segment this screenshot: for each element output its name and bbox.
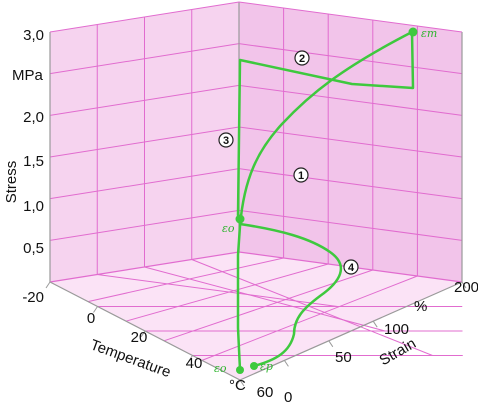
strain-tick: [328, 340, 334, 348]
grid-line: [87, 257, 284, 303]
temperature-tick: [140, 330, 146, 338]
stress-tick-label: 1,0: [23, 198, 44, 215]
label-epsilon-m: εm: [421, 27, 437, 40]
point-epsilon-p: [250, 362, 258, 370]
strain-axis-title: Strain: [377, 335, 419, 369]
strain-tick: [283, 360, 289, 367]
svg-text:1: 1: [298, 170, 304, 182]
strain-unit-label: %: [414, 298, 427, 315]
svg-text:3: 3: [223, 135, 229, 147]
stress-strain-temperature-curve: [236, 30, 415, 371]
grid-line: [238, 168, 463, 200]
temperature-tick: [235, 379, 241, 387]
box-edge: [239, 281, 463, 381]
stress-axis-title: Stress: [3, 161, 20, 204]
stress-tick-label: 1,5: [23, 153, 44, 170]
stress-ticks: 3,0 2,0 1,5 1,0 0,5: [23, 27, 44, 257]
temperature-tick: [93, 306, 98, 313]
strain-tick-label: 200: [454, 279, 478, 296]
stage-marker-3: 3: [218, 132, 234, 148]
label-epsilon-origin: εo: [214, 362, 227, 375]
svg-text:4: 4: [348, 262, 355, 274]
box-edge: [238, 1, 463, 33]
point-origin: [236, 366, 244, 374]
label-epsilon-o: εo: [222, 222, 235, 235]
grid-line: [238, 84, 463, 116]
box-edge: [49, 251, 240, 283]
temperature-tick: [45, 281, 51, 289]
temperature-tick-label: 60: [257, 384, 274, 401]
temperature-tick-label: 40: [186, 355, 203, 372]
temperature-tick-label: 0: [87, 310, 95, 327]
strain-tick: [372, 320, 378, 328]
stress-tick-label: 2,0: [23, 109, 44, 126]
temperature-unit-label: °C: [229, 377, 246, 394]
svg-text:2: 2: [299, 53, 305, 65]
grid-line: [191, 259, 433, 356]
temperature-tick-label: 20: [131, 329, 148, 346]
grid-line: [163, 269, 373, 342]
strain-tick-label: 50: [335, 349, 352, 366]
grid-line: [238, 209, 463, 241]
strain-tick: [417, 301, 423, 308]
stage-marker-2: 2: [294, 50, 310, 66]
label-epsilon-p: εp: [260, 360, 273, 373]
grid-lines: [49, 8, 463, 361]
strain-tick: [239, 379, 245, 387]
temperature-tick-label: -20: [22, 289, 44, 306]
stage-marker-4: 4: [343, 259, 359, 275]
strain-ticks: 0 50 100 200: [284, 279, 478, 406]
stage-marker-1: 1: [293, 167, 309, 183]
stress-unit-label: MPa: [12, 67, 44, 84]
temperature-tick: [188, 355, 193, 362]
box-edge: [49, 1, 240, 33]
strain-tick-label: 100: [384, 321, 409, 338]
point-epsilon-o: [235, 214, 245, 224]
grid-line: [125, 263, 329, 322]
strain-tick: [461, 281, 467, 289]
temperature-ticks: -20 0 20 40 60: [22, 289, 273, 401]
grid-line: [238, 43, 463, 75]
point-epsilon-m: [408, 27, 418, 37]
stress-tick-label: 3,0: [23, 27, 44, 44]
floor-plane: [50, 252, 462, 380]
stress-tick-label: 0,5: [23, 240, 44, 257]
strain-tick-label: 0: [284, 389, 292, 406]
